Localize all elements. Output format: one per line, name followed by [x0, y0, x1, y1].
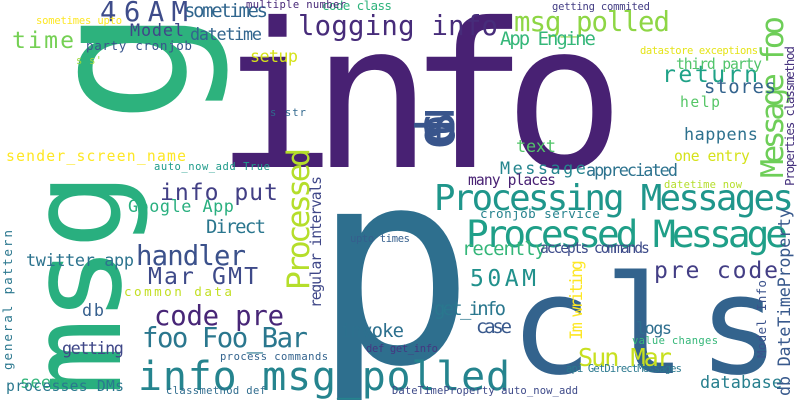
word: third party: [676, 56, 762, 73]
word: many places: [468, 172, 556, 189]
word: process commands: [220, 351, 329, 363]
word: stores: [704, 76, 777, 98]
word: datastore exceptions: [640, 45, 758, 57]
word: msg_polled: [514, 7, 670, 38]
word: 50AM: [470, 266, 540, 292]
word: Model Info: [754, 279, 769, 358]
word: invoke: [340, 320, 404, 342]
word: one entry: [674, 148, 750, 165]
word: case: [476, 316, 512, 338]
word: code class: [322, 0, 392, 13]
word: s s': [76, 55, 103, 67]
word: Direct: [206, 216, 266, 238]
word: getting commited: [552, 1, 650, 13]
word: p: [312, 111, 476, 400]
word: code pre: [154, 301, 284, 332]
word: App Engine: [500, 28, 596, 50]
word: Model: [130, 20, 185, 40]
word: Google App: [128, 196, 235, 216]
word: seems: [20, 372, 73, 392]
word: datetime: [190, 24, 262, 44]
word: general pattern: [0, 228, 15, 370]
word: Im writing: [566, 262, 586, 340]
word: DateTimeProperty auto_now_add: [392, 385, 579, 397]
word: upto times: [350, 233, 410, 245]
word: auto_now_add True: [154, 161, 271, 173]
word: Mar GMT: [148, 264, 261, 290]
word: 46AM: [100, 0, 196, 28]
word: pre code: [654, 258, 780, 284]
word: get_info: [434, 298, 506, 320]
word: msg: [2, 175, 151, 396]
word: def get_info: [366, 343, 438, 355]
word: processes DMs: [6, 378, 125, 395]
word: time: [12, 28, 77, 54]
word: happens: [684, 124, 759, 144]
word: regular intervals: [308, 177, 325, 308]
word: datetime now: [664, 179, 743, 191]
word: db: [82, 300, 106, 320]
word: classmethod def: [166, 385, 267, 397]
word: database: [700, 372, 783, 392]
word: twitter app: [26, 250, 134, 270]
word: common data: [124, 284, 235, 299]
word: logs: [636, 318, 672, 338]
word: s str: [270, 107, 308, 119]
word: Message: [500, 158, 589, 178]
word: cronjob service: [480, 206, 601, 221]
word: appreciated: [586, 160, 678, 180]
word: info msg_polled: [138, 354, 511, 400]
word: Processed Message: [466, 212, 788, 256]
word: text: [516, 136, 556, 156]
word: help: [680, 94, 722, 111]
word: info: [215, 0, 625, 215]
word: sometimes: [184, 0, 268, 22]
word: db DateTimeProperty: [774, 208, 794, 396]
word: Sun Mar: [578, 343, 672, 372]
word: setup: [250, 46, 298, 66]
word: handler: [136, 241, 246, 272]
word: value changes: [632, 335, 719, 347]
word: multiple number: [246, 0, 347, 11]
word: return: [662, 62, 761, 88]
word: getting: [62, 338, 124, 358]
word: recently: [462, 238, 546, 260]
word: logging info: [298, 11, 499, 42]
word: party cronjob: [86, 38, 193, 53]
word: api GetDirectMessages: [566, 363, 682, 375]
word: sometimes upto: [36, 15, 122, 27]
word: Processing Messages: [434, 178, 794, 219]
word: info put: [160, 180, 279, 206]
word: sender_screen_name: [6, 148, 188, 165]
word: Properties classmethod: [782, 47, 797, 186]
word: cls: [510, 247, 792, 400]
word: accepts commands: [540, 240, 650, 257]
word: foo Foo_Bar: [142, 323, 308, 354]
